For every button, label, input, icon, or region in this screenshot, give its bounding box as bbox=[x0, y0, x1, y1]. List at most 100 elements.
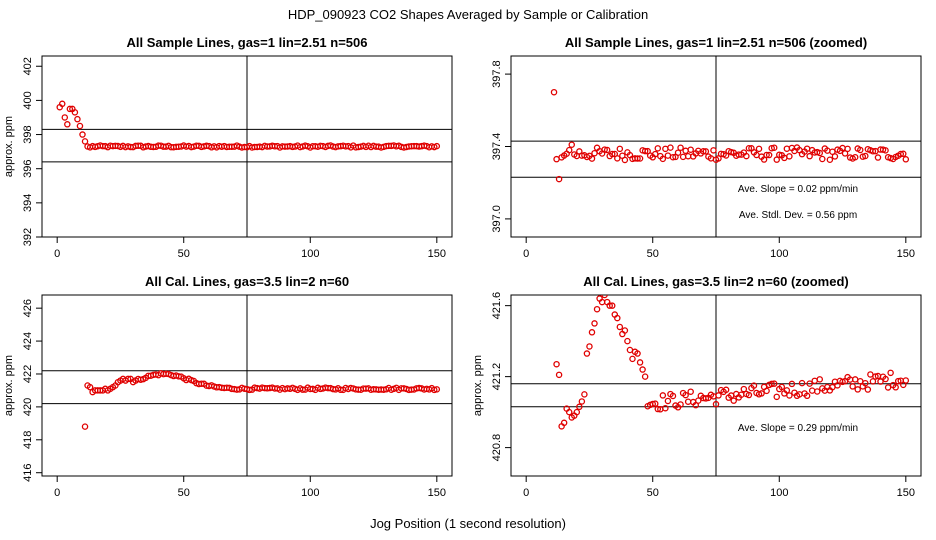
x-tick-label: 0 bbox=[523, 487, 529, 499]
data-point bbox=[763, 151, 770, 159]
y-tick-label: 421.6 bbox=[491, 292, 503, 320]
data-point bbox=[687, 146, 694, 153]
data-point bbox=[433, 142, 441, 150]
data-point bbox=[76, 122, 84, 130]
data-point bbox=[553, 360, 560, 368]
data-point bbox=[641, 147, 649, 155]
data-point bbox=[874, 154, 882, 161]
data-point bbox=[601, 295, 608, 299]
data-point bbox=[816, 376, 824, 383]
data-point bbox=[773, 156, 780, 163]
data-point bbox=[621, 156, 629, 164]
data-point bbox=[649, 400, 656, 408]
data-point bbox=[887, 369, 894, 377]
x-tick-label: 150 bbox=[897, 248, 915, 260]
data-point bbox=[816, 149, 824, 157]
y-tick-label: 420.8 bbox=[491, 434, 503, 462]
data-point bbox=[798, 379, 806, 387]
panel-title: All Sample Lines, gas=1 lin=2.51 n=506 (… bbox=[565, 35, 867, 50]
data-point bbox=[902, 377, 910, 384]
data-point bbox=[783, 145, 791, 152]
data-point bbox=[608, 302, 616, 309]
data-point bbox=[884, 384, 892, 391]
y-axis-label: approx. ppm bbox=[3, 355, 15, 416]
x-tick-label: 100 bbox=[301, 487, 319, 499]
annotation-text: Ave. Slope = 0.02 ppm/min bbox=[738, 184, 858, 195]
data-point bbox=[851, 153, 859, 161]
data-point bbox=[776, 151, 783, 159]
x-tick-label: 50 bbox=[647, 487, 659, 499]
data-point bbox=[745, 391, 753, 399]
data-point bbox=[674, 149, 682, 156]
data-point bbox=[636, 155, 644, 162]
data-point bbox=[606, 302, 613, 309]
data-point bbox=[740, 385, 748, 393]
data-point bbox=[811, 377, 818, 385]
data-point bbox=[79, 131, 86, 138]
data-point bbox=[788, 380, 796, 388]
data-point bbox=[662, 404, 669, 412]
data-point bbox=[743, 152, 750, 160]
chart-panel-2: All Sample Lines, gas=1 lin=2.51 n=506 (… bbox=[491, 35, 922, 260]
data-point bbox=[601, 146, 608, 153]
data-point bbox=[659, 155, 667, 163]
data-point bbox=[768, 380, 775, 388]
data-point bbox=[614, 314, 621, 322]
data-point bbox=[588, 155, 596, 162]
data-points bbox=[553, 295, 910, 430]
data-point bbox=[872, 373, 879, 380]
data-point bbox=[813, 388, 821, 395]
y-axis-label: approx. ppm bbox=[3, 116, 15, 177]
data-point bbox=[608, 150, 616, 158]
x-tick-label: 100 bbox=[770, 487, 788, 499]
data-point bbox=[659, 392, 667, 399]
data-point bbox=[565, 146, 573, 154]
data-point bbox=[74, 115, 81, 123]
data-point bbox=[770, 380, 778, 387]
data-point bbox=[730, 397, 737, 404]
data-point bbox=[66, 105, 74, 113]
data-points bbox=[56, 100, 441, 151]
data-point bbox=[64, 121, 71, 128]
y-tick-label: 397.4 bbox=[491, 133, 503, 161]
data-point bbox=[616, 145, 624, 153]
x-tick-label: 0 bbox=[54, 248, 60, 260]
data-point bbox=[677, 401, 684, 408]
data-point bbox=[568, 141, 575, 148]
data-point bbox=[864, 386, 872, 393]
y-tick-label: 416 bbox=[22, 464, 34, 482]
data-point bbox=[652, 400, 659, 407]
data-point bbox=[669, 392, 677, 400]
data-point bbox=[826, 156, 834, 164]
data-point bbox=[664, 397, 672, 405]
data-point bbox=[61, 114, 69, 121]
panel-title: All Sample Lines, gas=1 lin=2.51 n=506 bbox=[127, 35, 368, 50]
data-point bbox=[702, 148, 710, 155]
data-point bbox=[616, 323, 624, 331]
data-point bbox=[634, 155, 641, 162]
data-point bbox=[581, 391, 588, 398]
data-point bbox=[882, 147, 889, 154]
y-tick-label: 400 bbox=[22, 91, 34, 109]
data-point bbox=[58, 100, 66, 108]
data-point bbox=[867, 371, 874, 378]
y-tick-label: 398 bbox=[22, 125, 34, 143]
chart-panel-1: All Sample Lines, gas=1 lin=2.51 n=506 0 5… bbox=[3, 35, 453, 260]
data-point bbox=[882, 375, 889, 383]
data-point bbox=[682, 147, 689, 155]
y-tick-label: 421.2 bbox=[491, 363, 503, 391]
data-point bbox=[591, 320, 598, 327]
data-point bbox=[246, 386, 253, 394]
data-point bbox=[710, 147, 717, 154]
figure-xlabel: Jog Position (1 second resolution) bbox=[370, 516, 566, 531]
panel-title: All Cal. Lines, gas=3.5 lin=2 n=60 bbox=[145, 274, 349, 289]
data-point bbox=[603, 146, 611, 154]
x-tick-label: 150 bbox=[897, 487, 915, 499]
data-point bbox=[786, 153, 793, 160]
data-point bbox=[634, 350, 641, 357]
data-point bbox=[902, 156, 910, 163]
figure-title: HDP_090923 CO2 Shapes Averaged by Sample… bbox=[288, 7, 648, 22]
data-point bbox=[550, 88, 558, 96]
data-point bbox=[583, 350, 591, 357]
data-point bbox=[654, 405, 662, 413]
